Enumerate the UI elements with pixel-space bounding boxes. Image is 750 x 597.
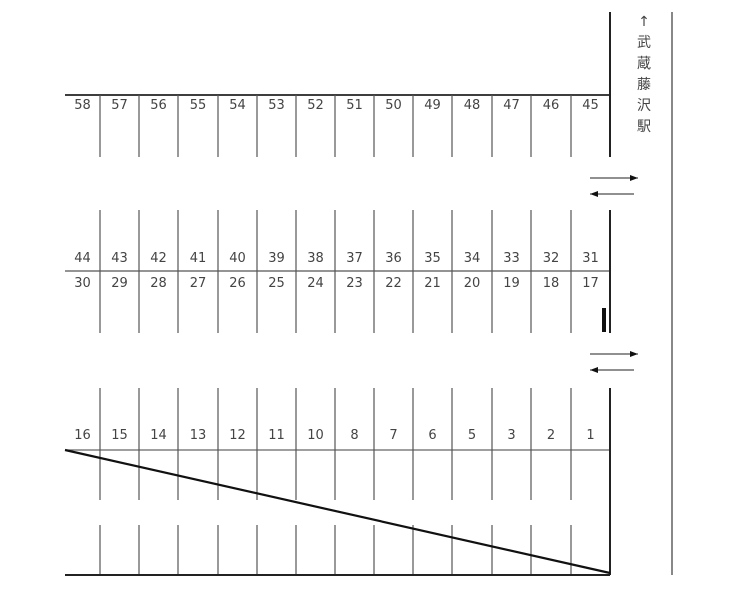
stall-number: 34 [463,251,481,266]
stall-number: 5 [467,428,477,443]
stall-number: 39 [268,251,285,266]
station-direction-label: ↑ 武 蔵 藤 沢 駅 [635,12,653,138]
stall-number: 26 [229,276,246,291]
stall-number: 55 [189,98,207,113]
stall-number: 29 [111,276,128,291]
stall-number: 51 [346,98,363,113]
stall-number: 15 [111,428,128,443]
station-char: 藤 [637,77,651,93]
stall-number: 48 [463,98,481,113]
stall-number: 23 [346,276,363,291]
stall-number: 42 [150,251,167,266]
stall-number: 7 [389,428,398,443]
stall-number: 47 [503,98,520,113]
stall-number: 18 [542,276,560,291]
stall-number: 27 [189,276,207,291]
stall-number: 37 [346,251,363,266]
stall-number: 36 [385,251,402,266]
stall-number: 25 [268,276,285,291]
stall-number: 16 [74,428,91,443]
stall-number: 46 [542,98,560,113]
arrowhead-icon [630,175,638,181]
up-arrow-icon: ↑ [638,14,650,30]
stall-number: 31 [582,251,599,266]
stall-number: 2 [546,428,556,443]
stall-number: 57 [111,98,128,113]
stall-number: 3 [507,428,516,443]
stall-number: 24 [307,276,324,291]
stall-number: 13 [189,428,207,443]
stall-number: 56 [150,98,167,113]
stall-number: 6 [428,428,437,443]
station-char: 武 [637,35,651,51]
stall-number: 8 [350,428,359,443]
stall-number: 50 [385,98,402,113]
stall-number: 53 [268,98,285,113]
stall-number: 19 [503,276,520,291]
stall-number: 52 [307,98,324,113]
stall-number: 45 [582,98,599,113]
arrowhead-icon [630,351,638,357]
stall-number: 38 [307,251,324,266]
stall-number: 30 [74,276,91,291]
stall-number: 54 [229,98,246,113]
station-char: 蔵 [637,56,651,72]
stall-number: 1 [586,428,595,443]
stall-number: 58 [74,98,91,113]
stall-number: 35 [424,251,441,266]
diagonal-line [64,448,611,575]
stall-number: 40 [229,251,246,266]
stall-number: 10 [307,428,324,443]
stall-number: 14 [150,428,167,443]
stall-number: 33 [503,251,520,266]
stall-number: 49 [424,98,441,113]
station-char: 沢 [637,98,651,114]
stall-number: 28 [150,276,167,291]
stall-number: 22 [385,276,402,291]
stall-number: 43 [111,251,128,266]
stall-number: 17 [582,276,599,291]
stall-number: 44 [74,251,91,266]
stall-number: 20 [463,276,481,291]
stall-number: 11 [268,428,285,443]
arrowhead-icon [590,367,598,373]
stall-number: 41 [189,251,207,266]
stall-number: 21 [424,276,441,291]
stall-number: 12 [229,428,246,443]
stall-number: 32 [542,251,560,266]
station-char: 駅 [637,119,651,135]
arrowhead-icon [590,191,598,197]
